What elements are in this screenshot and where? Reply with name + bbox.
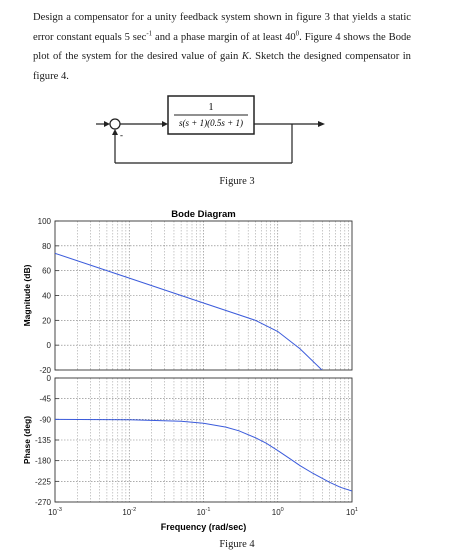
phase-ytick-label: -135 [35,436,52,445]
phase-ytick-label: -90 [39,415,51,424]
phase-frame [54,377,353,503]
magnitude-ytick-label: 100 [38,217,52,226]
chart-title: Bode Diagram [171,209,235,220]
xtick-label: 10-2 [122,507,136,517]
phase-series-line [55,418,352,492]
problem-intro: Design a compensator for a unity feedbac… [33,12,411,43]
block-diagram: 1 s(s + 1)(0.5s + 1) - [96,95,325,164]
magnitude-ytick-label: 40 [42,292,51,301]
problem-mid2: . Figure 4 shows the Bode plot of the sy… [33,31,411,63]
tf-numerator: 1 [209,102,214,113]
feedback-sign: - [120,130,123,140]
figure3-caption: Figure 3 [219,176,255,187]
magnitude-series-line [55,252,323,370]
xtick-label: 101 [346,507,358,517]
problem-statement: Design a compensator for a unity feedbac… [33,8,411,86]
xtick-label: 100 [272,507,284,517]
input-arrow [104,121,110,127]
degree-superscript: 0 [295,28,300,37]
forward-arrow [162,121,168,127]
xlabel: Frequency (rad/sec) [161,522,247,532]
magnitude-frame [54,220,353,371]
magnitude-ytick-label: 20 [42,316,51,325]
tf-denominator: s(s + 1)(0.5s + 1) [179,118,243,128]
xtick-label: 10-1 [197,507,211,517]
output-arrow [318,121,325,127]
figure4-caption: Figure 4 [219,539,255,550]
magnitude-ytick-label: 60 [42,267,51,276]
magnitude-ytick-label: 0 [47,341,52,350]
phase-ytick-label: -225 [35,477,52,486]
feedback-arrow [112,129,118,135]
phase-ytick-label: -270 [35,498,52,507]
magnitude-ylabel: Magnitude (dB) [22,264,32,326]
magnitude-ytick-label: -20 [39,366,51,375]
phase-ytick-label: -45 [39,395,51,404]
problem-end: . Sketch the designed compensator in fig… [33,51,411,82]
phase-ylabel: Phase (deg) [22,416,32,464]
phase-ytick-label: -180 [35,457,52,466]
plant-block [167,95,255,135]
gain-symbol: K [241,51,249,62]
magnitude-ytick-label: 80 [42,242,51,251]
problem-mid: and a phase margin of at least 40 [152,31,296,43]
summing-junction [109,118,121,130]
xtick-label: 10-3 [48,507,62,517]
exponent: -1 [146,28,153,37]
phase-ytick-label: 0 [47,374,52,383]
